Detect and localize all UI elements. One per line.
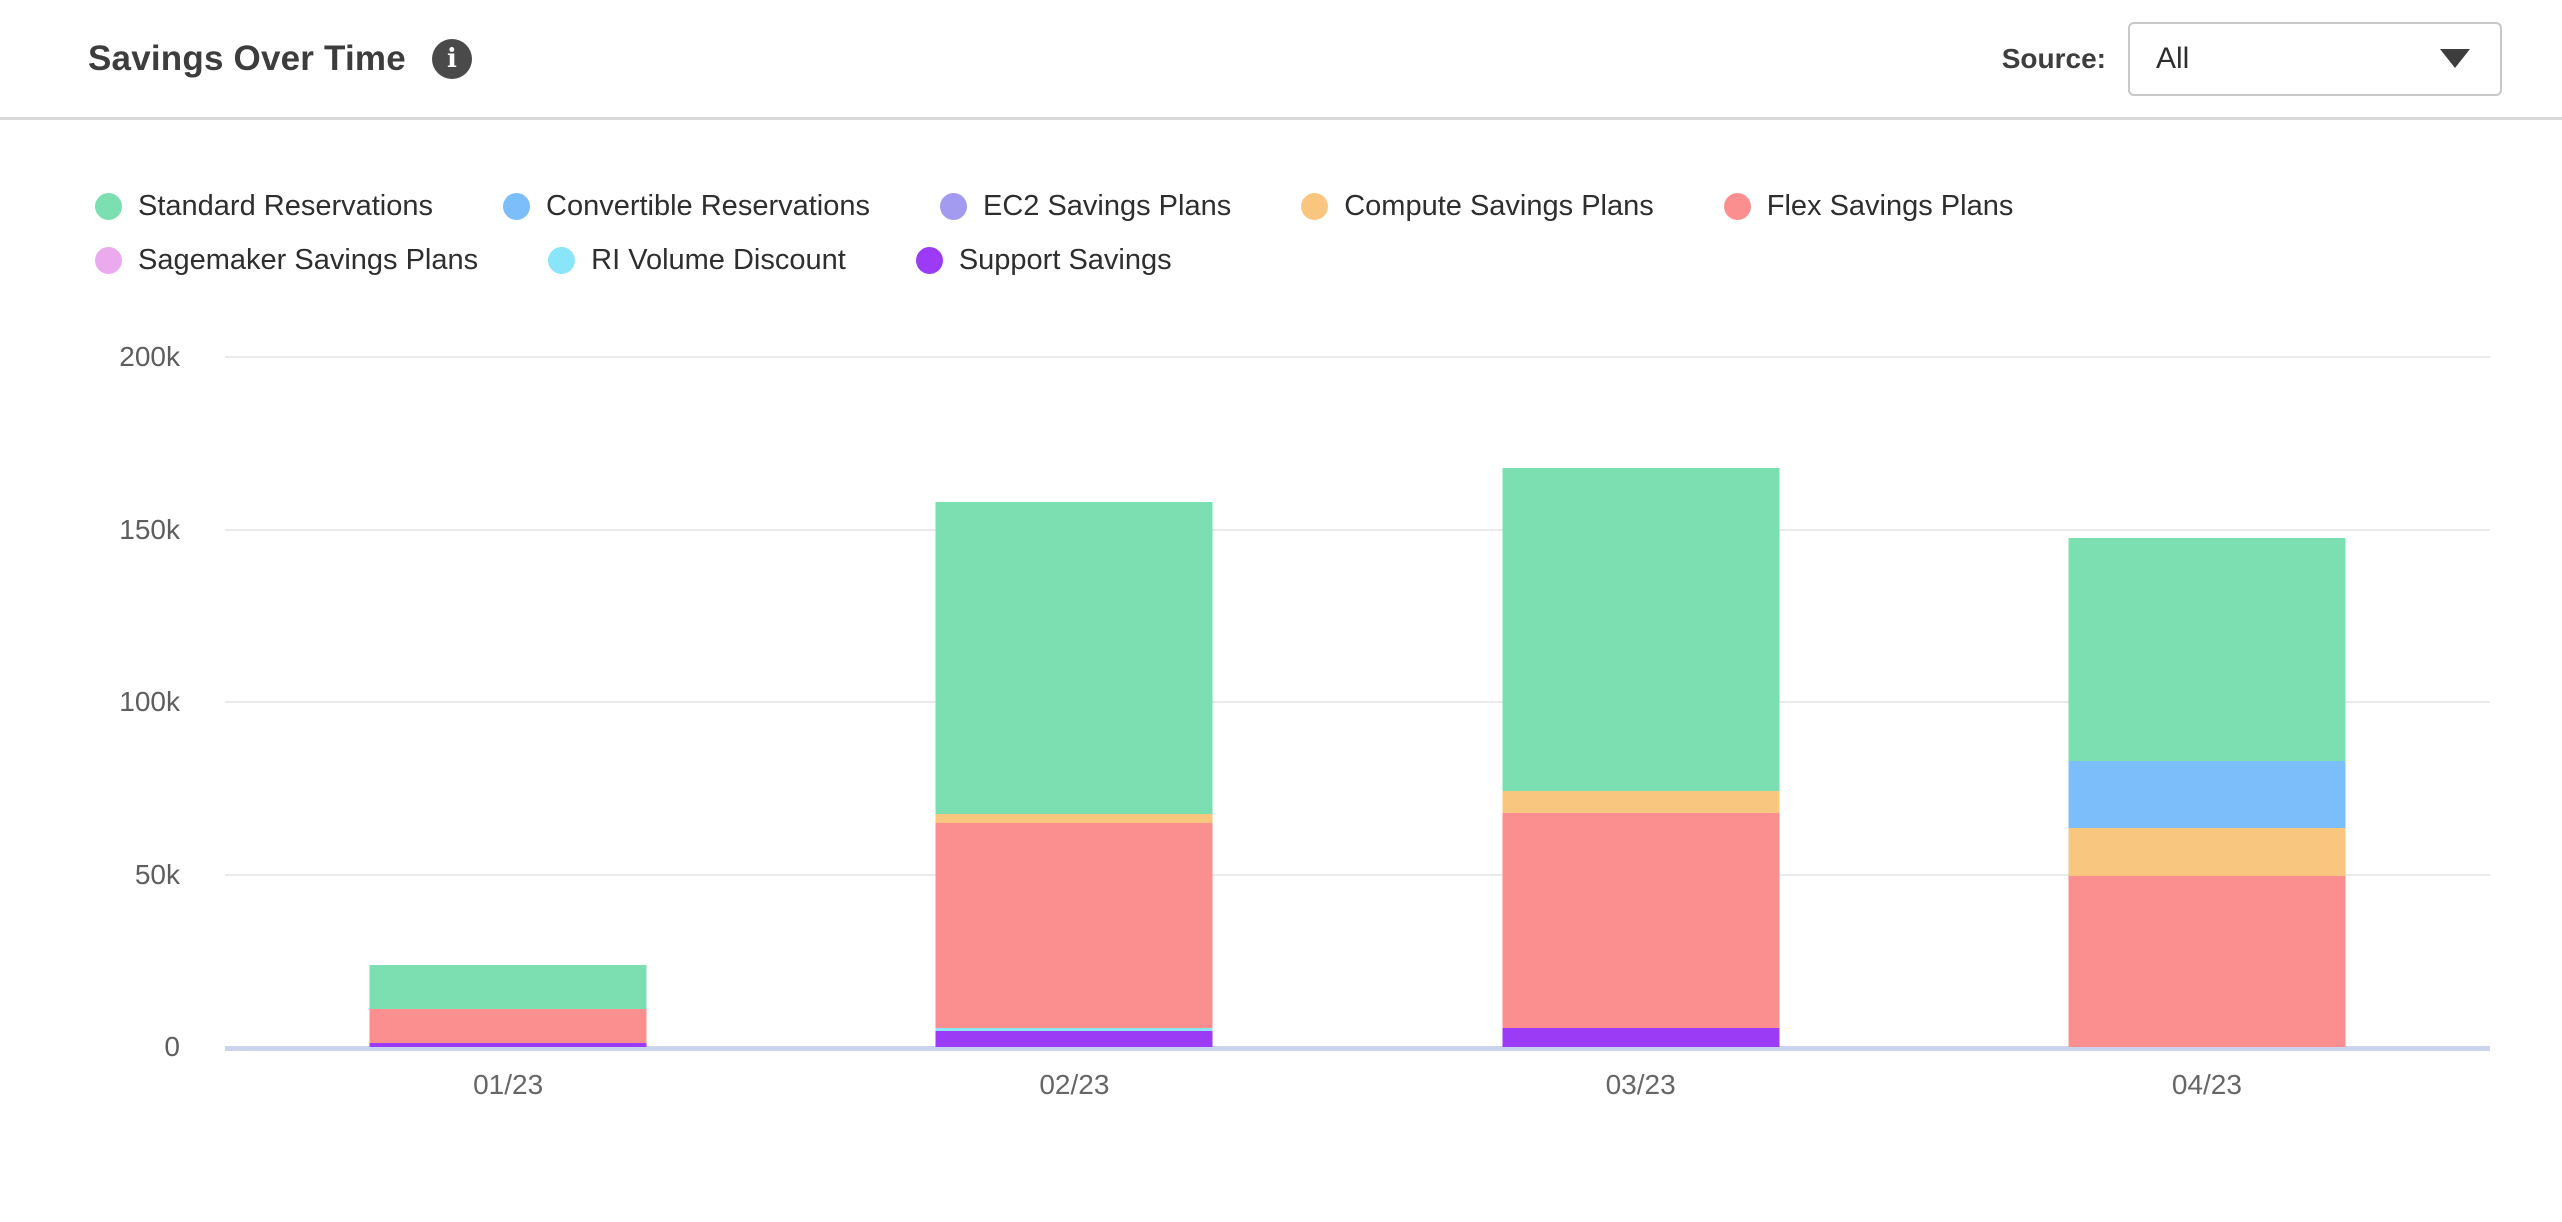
legend-label: Flex Savings Plans [1766,190,2014,222]
source-label: Source: [2001,42,2106,74]
title-group: Savings Over Time i [88,38,472,79]
chevron-down-icon [2440,49,2470,68]
bar-segment[interactable] [1502,791,1780,814]
legend-swatch-icon [503,193,530,220]
y-axis-tick-label: 0 [164,1031,180,1062]
source-select[interactable]: All [2128,21,2502,96]
bar-segment[interactable] [2068,538,2346,761]
bar-segment[interactable] [369,964,647,1010]
legend-item[interactable]: Support Savings [915,244,1172,277]
legend-label: Sagemaker Savings Plans [138,244,479,276]
y-axis: 0 50k 100k 150k 200k [0,341,180,1062]
gridline [225,356,2490,358]
source-selected-value: All [2156,41,2190,75]
bar-stack [369,357,647,1047]
bar-segment[interactable] [935,1031,1213,1047]
legend-item[interactable]: Sagemaker Savings Plans [95,244,478,277]
bar-segment[interactable] [1502,468,1780,792]
info-icon[interactable]: i [431,38,472,79]
bar-segment[interactable] [2068,760,2346,828]
y-axis-tick-label: 200k [119,341,180,372]
source-control: Source: All [2001,21,2502,96]
panel-title: Savings Over Time [88,38,406,78]
gridline [225,528,2490,531]
y-axis-tick-label: 150k [119,513,180,545]
bar-segment[interactable] [935,501,1213,814]
legend-swatch-icon [95,193,122,220]
legend-label: Support Savings [958,244,1172,276]
legend-label: EC2 Savings Plans [982,190,1232,222]
legend-label: RI Volume Discount [591,244,846,276]
bar-segment[interactable] [1502,813,1780,1029]
y-axis-tick-label: 50k [134,858,180,890]
bar-segment[interactable] [935,822,1213,1029]
x-axis-baseline [225,1046,2490,1051]
bar-segment[interactable] [2068,875,2346,1047]
legend-item[interactable]: Convertible Reservations [503,190,870,223]
legend-swatch-icon [548,247,576,274]
legend-swatch-icon [915,247,943,274]
bar-stack [935,357,1213,1047]
legend-swatch-icon [939,193,967,220]
legend-item[interactable]: Standard Reservations [95,190,433,223]
bar-stack [1502,357,1780,1047]
bar-stack [2068,357,2346,1047]
legend-swatch-icon [1723,193,1751,220]
x-axis-tick-label: 01/23 [473,1069,544,1100]
y-axis-tick-label: 100k [119,686,180,717]
bar-segment[interactable] [1502,1028,1780,1047]
bar-segment[interactable] [935,1028,1213,1032]
x-axis-tick-label: 04/23 [2171,1069,2242,1100]
bar-segment[interactable] [935,813,1213,823]
gridline [225,701,2490,703]
legend-swatch-icon [1301,193,1329,220]
legend-item[interactable]: EC2 Savings Plans [939,190,1232,223]
x-axis-tick-label: 03/23 [1605,1069,1676,1100]
legend-swatch-icon [95,247,122,274]
bar-segment[interactable] [369,1009,647,1043]
legend-label: Standard Reservations [138,190,433,222]
chart-legend: Standard Reservations Convertible Reserva… [95,190,2365,277]
legend-item[interactable]: RI Volume Discount [548,244,846,277]
panel-header: Savings Over Time i Source: All [0,0,2562,120]
info-icon-glyph: i [446,43,457,74]
bar-segment[interactable] [369,1042,647,1047]
legend-item[interactable]: Flex Savings Plans [1723,190,2014,223]
legend-item[interactable]: Compute Savings Plans [1301,190,1654,223]
bar-segment[interactable] [2068,827,2346,876]
plot-area: 01/23 02/23 03/23 04/23 [225,356,2490,1100]
legend-label: Convertible Reservations [546,190,870,222]
gridline [225,873,2490,876]
x-axis-tick-label: 02/23 [1039,1069,1110,1100]
legend-label: Compute Savings Plans [1344,190,1654,222]
